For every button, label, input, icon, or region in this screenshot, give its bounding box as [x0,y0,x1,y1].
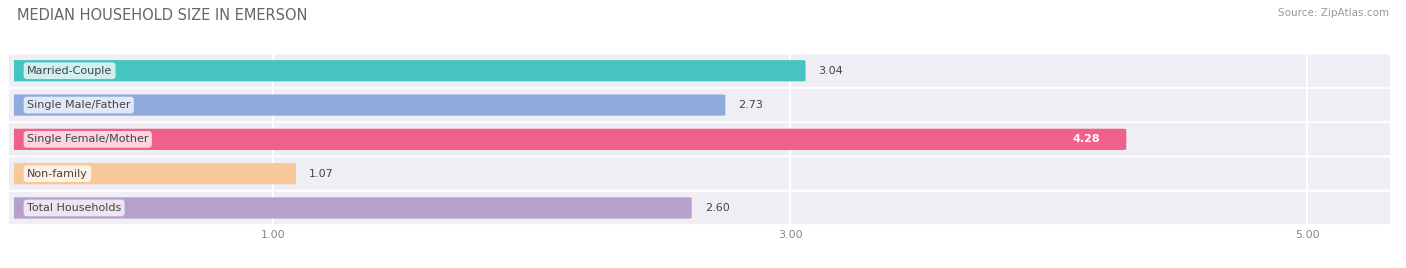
FancyBboxPatch shape [8,163,297,184]
Text: Married-Couple: Married-Couple [27,66,112,76]
Text: 2.73: 2.73 [738,100,763,110]
Text: MEDIAN HOUSEHOLD SIZE IN EMERSON: MEDIAN HOUSEHOLD SIZE IN EMERSON [17,8,308,23]
Text: 4.28: 4.28 [1073,134,1101,144]
FancyBboxPatch shape [8,197,692,219]
FancyBboxPatch shape [8,192,1391,224]
FancyBboxPatch shape [8,129,1126,150]
Text: 2.60: 2.60 [704,203,730,213]
Text: Source: ZipAtlas.com: Source: ZipAtlas.com [1278,8,1389,18]
Text: Non-family: Non-family [27,169,87,179]
Text: Single Male/Father: Single Male/Father [27,100,131,110]
Text: Total Households: Total Households [27,203,121,213]
FancyBboxPatch shape [8,123,1391,155]
FancyBboxPatch shape [8,94,725,116]
FancyBboxPatch shape [8,60,806,81]
FancyBboxPatch shape [8,55,1391,87]
FancyBboxPatch shape [8,158,1391,190]
FancyBboxPatch shape [8,89,1391,121]
Text: Single Female/Mother: Single Female/Mother [27,134,149,144]
Text: 1.07: 1.07 [309,169,333,179]
Text: 3.04: 3.04 [818,66,844,76]
